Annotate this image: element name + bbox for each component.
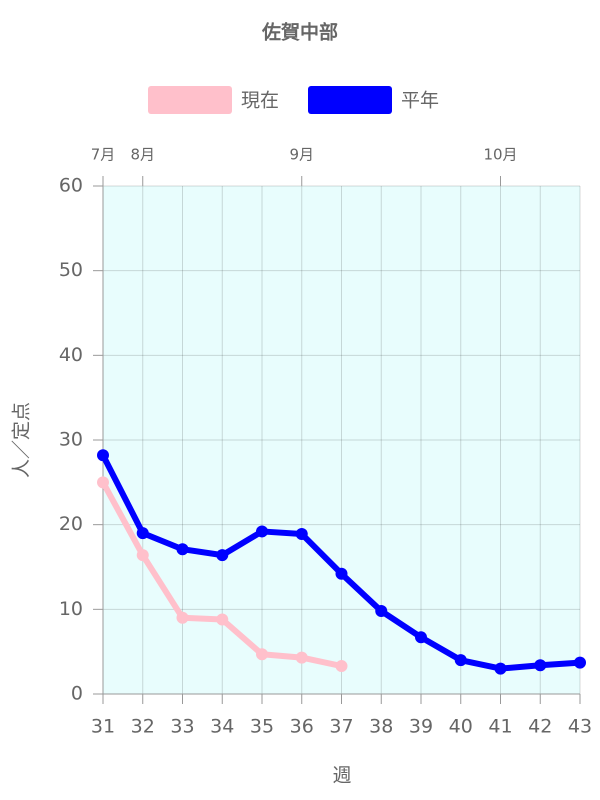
x-tick-label: 38 (369, 716, 393, 738)
data-point (256, 525, 268, 538)
data-point (335, 660, 348, 673)
y-tick-label: 40 (59, 344, 83, 366)
x-tick-label: 42 (528, 716, 552, 738)
x-tick-label: 40 (449, 716, 473, 738)
data-point (295, 527, 308, 540)
legend-label: 現在 (241, 90, 279, 112)
data-point (216, 613, 229, 626)
data-point (454, 654, 467, 667)
top-label: 9月 (289, 146, 314, 164)
y-tick-label: 60 (59, 175, 83, 197)
data-point (97, 449, 109, 462)
legend-label: 平年 (401, 90, 439, 112)
x-tick-label: 37 (329, 716, 353, 738)
x-tick-label: 36 (290, 716, 314, 738)
x-tick-label: 31 (91, 716, 115, 738)
top-label: 7月 (91, 146, 116, 164)
data-point (494, 662, 507, 675)
x-tick-label: 34 (210, 716, 234, 738)
data-point (415, 631, 427, 644)
y-tick-label: 10 (59, 598, 83, 620)
x-tick-label: 41 (488, 716, 512, 738)
y-axis-label: 人／定点 (11, 402, 33, 478)
legend-swatch (308, 86, 392, 114)
data-point (335, 567, 348, 580)
plot-area (103, 186, 580, 694)
y-tick-label: 30 (59, 429, 83, 451)
y-tick-label: 20 (59, 513, 83, 535)
data-point (574, 656, 586, 669)
x-axis-label: 週 (332, 765, 351, 787)
x-tick-label: 39 (409, 716, 433, 738)
data-point (97, 476, 109, 489)
y-tick-label: 50 (59, 259, 83, 281)
x-tick-label: 43 (568, 716, 592, 738)
data-point (256, 648, 268, 661)
top-label: 10月 (483, 146, 517, 164)
y-tick-label: 0 (71, 683, 83, 705)
legend-swatch (148, 86, 232, 114)
data-point (136, 549, 149, 562)
x-tick-label: 32 (131, 716, 155, 738)
data-point (176, 611, 189, 624)
data-point (534, 659, 547, 672)
data-point (216, 549, 229, 562)
chart-title: 佐賀中部 (261, 21, 338, 44)
data-point (176, 543, 189, 556)
data-point (295, 651, 308, 664)
x-tick-label: 33 (170, 716, 194, 738)
data-point (136, 527, 149, 540)
x-tick-label: 35 (250, 716, 274, 738)
data-point (375, 605, 388, 618)
top-label: 8月 (130, 146, 155, 164)
